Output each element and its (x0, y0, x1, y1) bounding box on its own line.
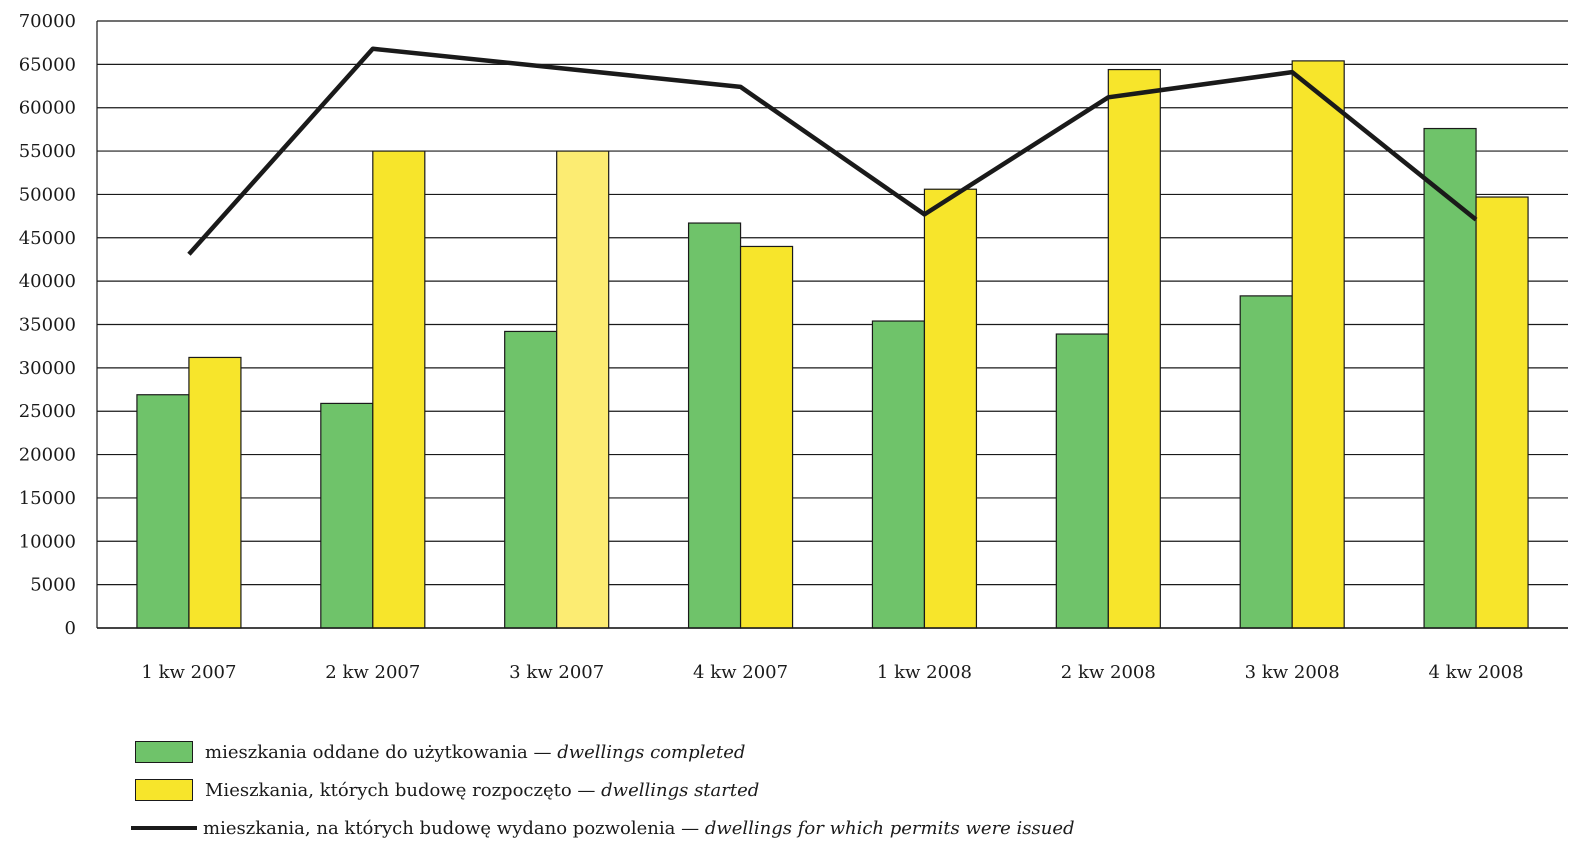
bar (556, 150, 610, 629)
bar (1475, 196, 1529, 629)
x-tick-label: 3 kw 2008 (1245, 662, 1340, 683)
bar (504, 330, 558, 629)
y-tick-label: 65000 (19, 54, 76, 75)
y-tick-label: 55000 (19, 141, 76, 162)
bar (1239, 295, 1293, 629)
x-tick-label: 1 kw 2008 (877, 662, 972, 683)
x-tick-label: 3 kw 2007 (509, 662, 604, 683)
x-tick-label: 4 kw 2007 (693, 662, 788, 683)
bar (1423, 127, 1477, 629)
legend-swatch-permits (131, 826, 197, 830)
legend-text-started: Mieszkania, których budowę rozpoczęto — (205, 779, 602, 801)
legend-item-permits: mieszkania, na których budowę wydano poz… (131, 809, 1075, 847)
legend-text-permits: mieszkania, na których budowę wydano poz… (203, 817, 705, 839)
x-tick-label: 2 kw 2008 (1061, 662, 1156, 683)
legend-italic-permits: dwellings for which permits were issued (704, 817, 1075, 839)
x-tick-label: 2 kw 2007 (325, 662, 420, 683)
y-tick-label: 50000 (19, 184, 76, 205)
x-tick-label: 4 kw 2008 (1429, 662, 1524, 683)
x-tick-label: 1 kw 2007 (141, 662, 236, 683)
bar (1107, 68, 1161, 629)
bar (739, 245, 794, 629)
legend-italic-started: dwellings started (601, 779, 760, 801)
y-tick-label: 5000 (30, 575, 76, 596)
bar (1055, 333, 1109, 629)
permits-line (187, 46, 1478, 256)
bar (1291, 60, 1345, 629)
y-tick-label: 0 (65, 618, 76, 639)
y-axis: 0 5000 10000 15000 20000 25000 30000 35000 40000… (19, 11, 98, 639)
bar (871, 320, 926, 629)
bar (687, 222, 742, 629)
y-tick-label: 15000 (19, 488, 76, 509)
y-tick-label: 60000 (19, 98, 76, 119)
legend-swatch-completed (135, 741, 193, 763)
y-tick-label: 70000 (19, 11, 76, 32)
legend-text-completed: mieszkania oddane do użytkowania — (205, 741, 558, 763)
x-axis: 1 kw 2007 2 kw 2007 3 kw 2007 4 kw 2007 1 kw… (97, 627, 1568, 683)
legend-italic-completed: dwellings completed (557, 741, 746, 763)
y-tick-label: 30000 (19, 358, 76, 379)
legend: mieszkania oddane do użytkowania — dwell… (131, 733, 1075, 847)
bar (188, 356, 242, 629)
y-tick-label: 35000 (19, 315, 76, 336)
y-tick-label: 45000 (19, 228, 76, 249)
legend-item-completed: mieszkania oddane do użytkowania — dwell… (135, 733, 1075, 771)
bar (923, 188, 978, 629)
permits-line-path (187, 46, 1478, 256)
y-tick-label: 20000 (19, 445, 76, 466)
y-tick-label: 25000 (19, 401, 76, 422)
y-tick-label: 10000 (19, 531, 76, 552)
bar (372, 150, 426, 629)
legend-swatch-started (135, 779, 193, 801)
bar (136, 394, 190, 629)
legend-item-started: Mieszkania, których budowę rozpoczęto — … (135, 771, 1075, 809)
bars (136, 60, 1529, 629)
y-tick-label: 40000 (19, 271, 76, 292)
bar (320, 402, 374, 629)
